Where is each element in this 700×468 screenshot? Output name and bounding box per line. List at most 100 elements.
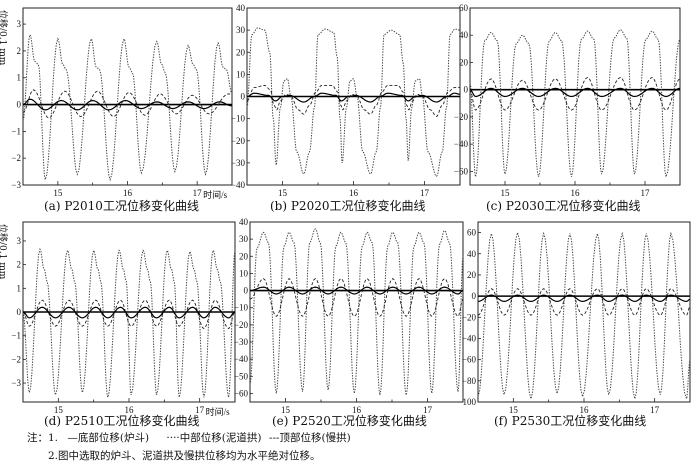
x-tick-label: 16 [123,188,133,198]
series-solid-line [249,286,464,295]
plot-frame [249,221,464,403]
y-tick-label: 1 [17,283,22,293]
caption-e: (e) P2520工况位移变化曲线 [272,414,427,428]
y-axis-label: 位移/0.1 mm [0,10,9,66]
series-dashed-line [246,84,460,117]
y-tick-label: 30 [239,234,249,244]
series-dashed-line [22,299,236,330]
legend-solid-symbol: — [67,432,78,444]
y-tick-label: −20 [462,312,477,322]
y-tick-label: 40 [459,30,469,40]
chart-d: −3 −2 −1 0 1 2 3 15 16 17 位移/0.1 mm 时间/s [0,221,236,417]
y-tick-label: −40 [234,354,249,364]
notes-prefix: 注：1. [27,432,59,444]
y-tick-label: 0 [17,307,22,317]
caption-b: (b) P2020工况位移变化曲线 [270,199,426,213]
series-dashed-line [469,76,681,111]
y-tick-label: −1 [11,331,21,341]
series-solid-line [22,98,233,111]
legend-dashed-symbol: --- [268,432,280,444]
series-dashed-line [249,277,464,317]
y-tick-label: 1 [17,73,22,83]
plot-frame [477,221,691,403]
y-tick-label: 0 [241,92,246,102]
chart-c: −60 −40 −20 0 20 40 60 15 16 17 [454,3,681,198]
x-tick-label: 15 [509,405,519,415]
notes-line2: 2.图中选取的炉斗、泥道拱及慢拱位移均为水平绝对位移。 [48,450,321,462]
y-tick-label: −10 [234,303,249,313]
caption-c: (c) P2030工况位移变化曲线 [486,199,641,213]
y-tick-label: 0 [244,286,249,296]
x-tick-label: 17 [650,405,660,415]
x-tick-label: 17 [420,188,430,198]
legend-dotted-label: 中部位移(泥道拱) [179,432,262,444]
y-tick-label: 20 [467,270,477,280]
legend-solid-label: 底部位移(炉斗) [77,432,150,444]
chart-e: −60 −50 −40 −30 −20 −10 0 10 20 30 40 15 16 17 [234,217,464,415]
x-tick-label: 16 [571,188,581,198]
y-axis-label: 位移/0.1 mm [0,224,9,280]
x-tick-label: 16 [349,188,359,198]
y-tick-label: 0 [472,291,477,301]
caption-d: (d) P2510工况位移变化曲线 [44,414,200,428]
chart-a: −3 −2 −1 0 1 2 3 15 16 17 位移/0.1 mm 时间/s [0,7,233,200]
series-dotted-line [246,27,460,177]
caption-a: (a) P2010工况位移变化曲线 [44,199,199,213]
y-tick-label: 40 [467,249,477,259]
legend-dotted-symbol: ···· [166,432,180,444]
y-tick-label: 3 [17,236,22,246]
series-solid-line [22,306,236,319]
y-tick-label: 2 [17,260,22,270]
y-tick-label: −2 [11,153,21,163]
y-tick-label: 30 [236,25,246,35]
y-tick-label: −40 [462,333,477,343]
y-tick-label: −60 [462,355,477,365]
y-tick-label: −100 [457,397,476,407]
plot-frame [469,7,681,186]
x-tick-label: 16 [352,405,362,415]
y-tick-label: 20 [236,47,246,57]
y-tick-label: −3 [11,180,21,190]
y-tick-label: −2 [11,354,21,364]
x-tick-label: 15 [281,405,291,415]
x-tick-label: 17 [641,188,651,198]
series-dotted-line [249,228,464,396]
series-dashed-line [22,89,233,119]
y-tick-label: −20 [454,112,469,122]
y-tick-label: −1 [11,126,21,136]
y-tick-label: −40 [454,139,469,149]
x-tick-label: 17 [195,405,205,415]
series-dotted-line [22,33,233,182]
chart-f: −100 −80 −60 −40 −20 0 20 40 60 15 16 17 [457,221,691,415]
caption-f: (f) P2530工况位移变化曲线 [494,414,647,428]
x-axis-label: 时间/s [203,189,228,200]
x-tick-label: 15 [53,188,63,198]
series-dotted-line [477,230,691,401]
series-solid-line [469,87,681,98]
series-dashed-line [477,288,691,316]
y-tick-label: −60 [234,388,249,398]
y-tick-label: −80 [462,376,477,386]
x-tick-label: 16 [125,405,135,415]
legend-dashed-label: 顶部位移(慢拱) [279,432,351,444]
y-tick-label: 10 [239,268,249,278]
chart-b: −40 −30 −20 −10 0 10 20 30 40 15 16 17 [231,3,461,198]
x-tick-label: 15 [501,188,511,198]
y-tick-label: −60 [454,166,469,176]
x-tick-label: 16 [580,405,590,415]
y-tick-label: 0 [464,85,469,95]
y-tick-label: 60 [467,228,477,238]
y-tick-label: −20 [231,136,246,146]
y-tick-label: 2 [17,46,22,56]
y-tick-label: −50 [234,371,249,381]
x-tick-label: 15 [54,405,64,415]
y-tick-label: 10 [236,69,246,79]
y-tick-label: 20 [459,57,469,67]
y-tick-label: 3 [17,19,22,29]
series-dotted-line [22,247,236,398]
series-solid-line [477,294,691,303]
x-tick-label: 15 [278,188,288,198]
y-tick-label: −40 [231,180,246,190]
